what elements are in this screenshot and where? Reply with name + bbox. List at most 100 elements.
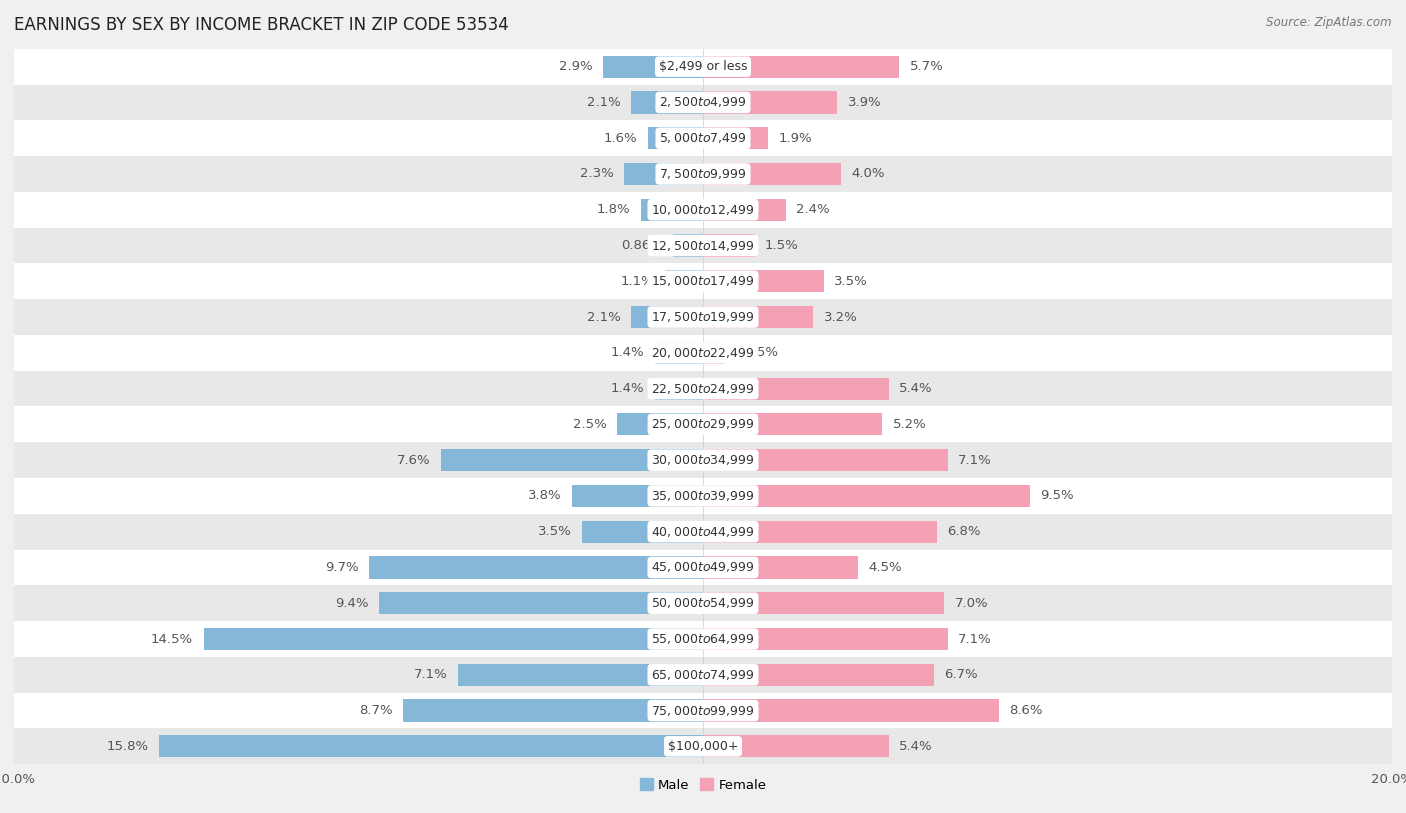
Text: $2,500 to $4,999: $2,500 to $4,999 [659,95,747,110]
Text: $65,000 to $74,999: $65,000 to $74,999 [651,667,755,682]
Bar [14,228,1392,263]
Bar [14,442,1392,478]
Text: 4.5%: 4.5% [869,561,903,574]
Bar [603,55,703,78]
Text: 3.9%: 3.9% [848,96,882,109]
Text: 7.6%: 7.6% [398,454,430,467]
Text: $10,000 to $12,499: $10,000 to $12,499 [651,202,755,217]
Text: 6.8%: 6.8% [948,525,981,538]
Bar [655,377,703,400]
Text: Source: ZipAtlas.com: Source: ZipAtlas.com [1267,16,1392,29]
Text: $25,000 to $29,999: $25,000 to $29,999 [651,417,755,432]
Bar [14,550,1392,585]
Text: 2.3%: 2.3% [579,167,613,180]
Text: 5.7%: 5.7% [910,60,943,73]
Bar [617,413,703,436]
Bar [572,485,703,507]
Text: 2.1%: 2.1% [586,311,620,324]
Text: 2.1%: 2.1% [586,96,620,109]
Text: 9.7%: 9.7% [325,561,359,574]
Bar [204,628,703,650]
Text: 5.2%: 5.2% [893,418,927,431]
Bar [631,306,703,328]
Text: $75,000 to $99,999: $75,000 to $99,999 [651,703,755,718]
Text: $50,000 to $54,999: $50,000 to $54,999 [651,596,755,611]
Bar [703,663,934,686]
Bar [655,341,703,364]
Bar [14,263,1392,299]
Bar [404,699,703,722]
Text: $30,000 to $34,999: $30,000 to $34,999 [651,453,755,467]
Text: 8.7%: 8.7% [360,704,392,717]
Text: 5.4%: 5.4% [900,740,934,753]
Text: 14.5%: 14.5% [150,633,193,646]
Text: 3.8%: 3.8% [529,489,562,502]
Text: $55,000 to $64,999: $55,000 to $64,999 [651,632,755,646]
Text: 0.86%: 0.86% [621,239,664,252]
Legend: Male, Female: Male, Female [634,773,772,797]
Bar [703,198,786,221]
Text: 9.5%: 9.5% [1040,489,1074,502]
Text: 3.5%: 3.5% [538,525,572,538]
Bar [582,520,703,543]
Text: 1.4%: 1.4% [610,346,644,359]
Bar [368,556,703,579]
Bar [14,406,1392,442]
Bar [703,127,769,150]
Bar [14,657,1392,693]
Text: $45,000 to $49,999: $45,000 to $49,999 [651,560,755,575]
Bar [703,735,889,758]
Text: 3.2%: 3.2% [824,311,858,324]
Text: 3.5%: 3.5% [834,275,868,288]
Bar [703,306,813,328]
Text: 5.4%: 5.4% [900,382,934,395]
Text: $2,499 or less: $2,499 or less [659,60,747,73]
Bar [14,335,1392,371]
Bar [703,234,755,257]
Bar [703,91,838,114]
Text: 4.0%: 4.0% [851,167,884,180]
Text: $22,500 to $24,999: $22,500 to $24,999 [651,381,755,396]
Bar [703,628,948,650]
Bar [14,621,1392,657]
Text: 1.6%: 1.6% [605,132,637,145]
Text: 7.1%: 7.1% [957,633,991,646]
Bar [703,55,900,78]
Bar [14,120,1392,156]
Bar [703,449,948,472]
Text: 7.0%: 7.0% [955,597,988,610]
Text: 7.1%: 7.1% [957,454,991,467]
Text: 0.65%: 0.65% [735,346,778,359]
Text: $5,000 to $7,499: $5,000 to $7,499 [659,131,747,146]
Text: 15.8%: 15.8% [107,740,149,753]
Bar [14,192,1392,228]
Bar [159,735,703,758]
Text: 1.1%: 1.1% [621,275,655,288]
Bar [703,485,1031,507]
Bar [14,478,1392,514]
Bar [703,592,945,615]
Bar [631,91,703,114]
Text: $20,000 to $22,499: $20,000 to $22,499 [651,346,755,360]
Bar [703,556,858,579]
Bar [14,156,1392,192]
Bar [703,270,824,293]
Bar [14,49,1392,85]
Text: 2.4%: 2.4% [796,203,830,216]
Bar [380,592,703,615]
Text: 1.4%: 1.4% [610,382,644,395]
Bar [703,341,725,364]
Bar [458,663,703,686]
Bar [703,520,938,543]
Text: $40,000 to $44,999: $40,000 to $44,999 [651,524,755,539]
Text: 8.6%: 8.6% [1010,704,1043,717]
Text: $15,000 to $17,499: $15,000 to $17,499 [651,274,755,289]
Bar [703,699,1000,722]
Bar [14,728,1392,764]
Bar [441,449,703,472]
Bar [703,163,841,185]
Bar [703,413,882,436]
Bar [673,234,703,257]
Bar [703,377,889,400]
Text: 1.9%: 1.9% [779,132,813,145]
